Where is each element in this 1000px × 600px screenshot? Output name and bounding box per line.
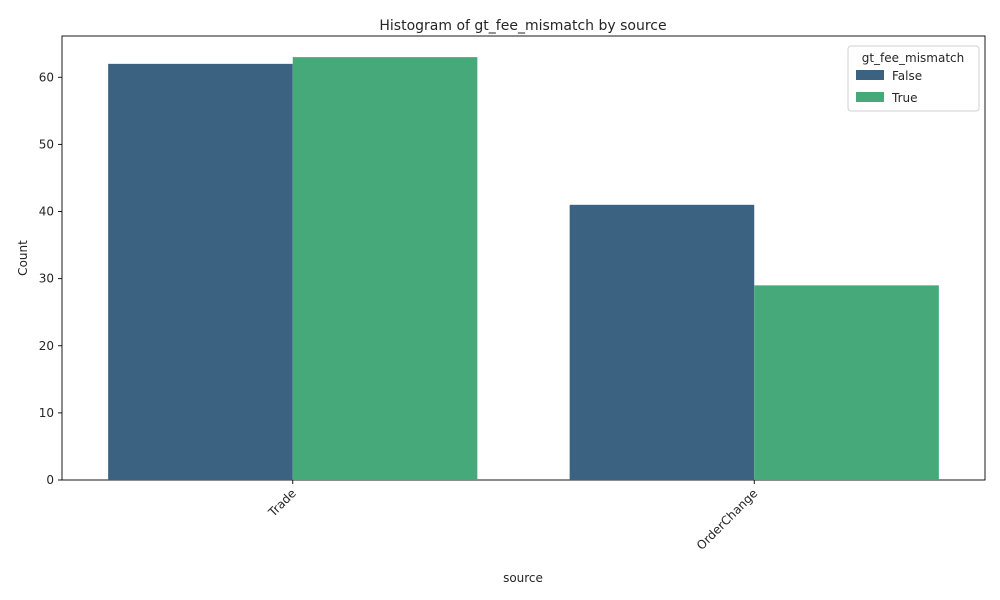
bars (108, 57, 939, 481)
x-axis: Trade OrderChange (265, 480, 760, 553)
x-axis-label: source (503, 571, 543, 585)
y-axis-label: Count (16, 240, 30, 276)
y-axis: 0 10 20 30 40 50 60 (39, 70, 62, 487)
y-tick-label: 30 (39, 272, 54, 286)
y-tick-label: 50 (39, 137, 54, 151)
legend: gt_fee_mismatch False True (847, 45, 980, 112)
legend-label-true: True (891, 91, 918, 105)
y-tick-label: 60 (39, 70, 54, 84)
chart-title: Histogram of gt_fee_mismatch by source (379, 18, 666, 34)
y-tick-label: 40 (39, 205, 54, 219)
y-tick-label: 0 (46, 473, 54, 487)
x-tick-label: OrderChange (694, 486, 761, 553)
bar-trade-true (292, 57, 478, 481)
legend-entries: False True (856, 69, 922, 105)
plot-area (61, 35, 986, 481)
bar-trade-false (108, 63, 293, 481)
plot-frame (61, 35, 986, 481)
legend-title: gt_fee_mismatch (862, 51, 965, 65)
x-tick-label: Trade (265, 486, 299, 520)
y-tick-label: 20 (39, 339, 54, 353)
legend-swatch-false (856, 70, 884, 80)
y-tick-label: 10 (39, 406, 54, 420)
bar-orderchange-false (569, 204, 755, 480)
legend-label-false: False (892, 69, 922, 83)
bar-orderchange-true (754, 285, 939, 480)
legend-swatch-true (856, 92, 884, 102)
